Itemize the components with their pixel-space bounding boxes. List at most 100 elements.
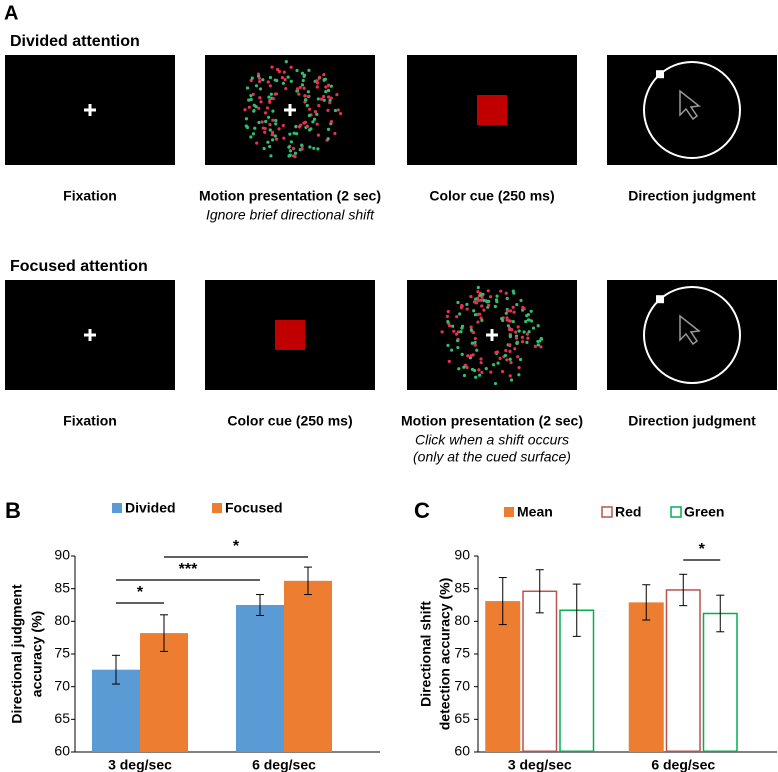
motion-dot xyxy=(258,87,263,91)
motion-dot xyxy=(480,370,484,375)
motion-dot xyxy=(249,78,253,83)
motion-dot xyxy=(486,289,490,293)
motion-dot xyxy=(322,72,326,77)
y-tick-label: 65 xyxy=(454,710,470,726)
motion-dot xyxy=(245,86,250,90)
motion-dot xyxy=(322,94,326,99)
y-tick-label: 85 xyxy=(54,579,70,595)
motion-dot xyxy=(268,84,272,88)
bar xyxy=(140,633,188,752)
legend-label: Focused xyxy=(225,500,283,516)
motion-dot xyxy=(316,147,320,151)
motion-dot xyxy=(465,302,469,306)
motion-dot xyxy=(529,319,534,323)
motion-dot xyxy=(519,298,523,303)
motion-dot xyxy=(517,329,521,333)
motion-dot xyxy=(244,117,249,121)
motion-dot xyxy=(505,316,509,320)
y-tick-label: 90 xyxy=(54,547,70,563)
y-tick-label: 65 xyxy=(54,710,70,726)
screen-caption: Fixation xyxy=(63,188,117,204)
motion-dot xyxy=(274,92,279,96)
motion-dot xyxy=(249,97,253,102)
motion-dot xyxy=(506,324,510,328)
motion-dot xyxy=(533,344,537,348)
motion-dot xyxy=(300,83,305,87)
y-tick-label: 70 xyxy=(54,677,70,693)
motion-dot xyxy=(317,103,321,108)
motion-dot xyxy=(270,65,274,69)
y-axis-label: detection accuracy (%) xyxy=(437,578,453,731)
screen-caption: Direction judgment xyxy=(628,188,756,204)
motion-dot xyxy=(504,348,508,353)
motion-dot xyxy=(333,131,337,136)
motion-dot xyxy=(488,295,493,299)
motion-dot xyxy=(480,304,484,308)
motion-dot xyxy=(271,109,275,113)
motion-dot xyxy=(471,330,476,335)
motion-dot xyxy=(251,92,255,96)
motion-dot xyxy=(289,79,293,83)
motion-dot xyxy=(295,132,299,136)
motion-dot xyxy=(283,78,287,82)
motion-dot xyxy=(494,350,498,355)
motion-dot xyxy=(522,330,526,334)
screen-note: (only at the cued surface) xyxy=(413,449,571,465)
motion-dot xyxy=(301,78,305,83)
motion-dot xyxy=(326,108,330,112)
motion-dot xyxy=(473,313,478,317)
motion-dot xyxy=(514,336,519,340)
motion-dot xyxy=(472,309,476,313)
motion-dot xyxy=(509,360,513,365)
significance-label: * xyxy=(137,584,144,601)
motion-dot xyxy=(516,355,520,359)
motion-dot xyxy=(274,122,278,126)
y-tick-label: 85 xyxy=(454,579,470,595)
bar xyxy=(485,601,521,752)
motion-dot xyxy=(309,127,313,131)
y-tick-label: 75 xyxy=(54,645,70,661)
motion-dot xyxy=(495,294,499,298)
motion-dot xyxy=(328,101,332,105)
motion-dot xyxy=(302,121,306,125)
motion-dot xyxy=(316,97,320,101)
motion-dot xyxy=(460,326,464,330)
motion-dot xyxy=(473,343,477,347)
motion-dot xyxy=(302,73,307,77)
motion-dot xyxy=(446,320,450,324)
motion-dot xyxy=(476,290,480,294)
motion-dot xyxy=(469,328,473,332)
motion-dot xyxy=(257,106,261,110)
motion-dot xyxy=(288,132,292,136)
motion-dot xyxy=(450,348,454,352)
motion-dot xyxy=(508,335,512,339)
motion-dot xyxy=(257,76,261,80)
fixation-cross xyxy=(88,329,92,341)
motion-dot xyxy=(516,325,520,329)
motion-dot xyxy=(458,312,462,316)
motion-dot xyxy=(302,86,306,90)
motion-dot xyxy=(280,75,285,80)
motion-dot xyxy=(326,127,331,131)
motion-dot xyxy=(274,137,279,141)
screen-caption: Motion presentation (2 sec) xyxy=(401,413,583,429)
motion-dot xyxy=(281,81,285,85)
motion-dot xyxy=(520,340,525,344)
motion-dot xyxy=(273,78,277,82)
motion-dot xyxy=(287,145,291,149)
motion-dot xyxy=(252,103,256,107)
motion-dot xyxy=(291,154,296,158)
motion-dot xyxy=(454,332,459,336)
motion-dot xyxy=(258,79,262,84)
motion-dot xyxy=(300,143,304,147)
motion-dot xyxy=(311,120,315,124)
legend-swatch xyxy=(212,503,222,513)
bar xyxy=(236,605,284,752)
motion-dot xyxy=(489,370,493,374)
motion-dot xyxy=(525,332,529,336)
motion-dot xyxy=(315,85,319,89)
motion-dot xyxy=(500,369,505,374)
motion-dot xyxy=(249,135,253,139)
y-tick-label: 70 xyxy=(454,677,470,693)
motion-dot xyxy=(322,98,326,102)
